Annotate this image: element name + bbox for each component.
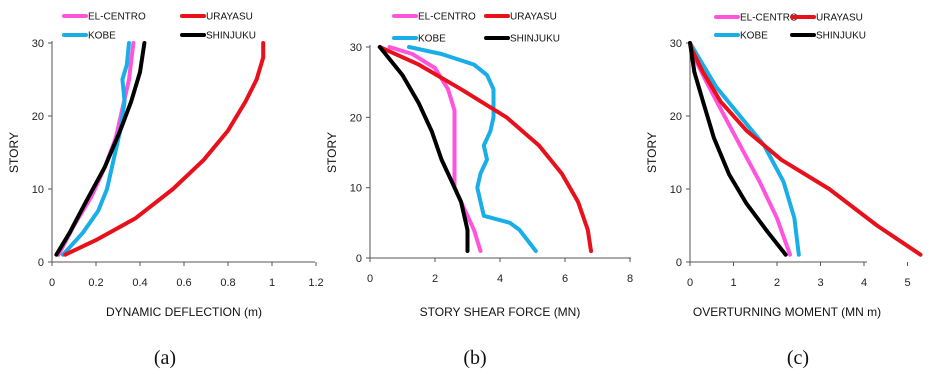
x-tick-label: 2 bbox=[432, 273, 438, 285]
legend-label: SHINJUKU bbox=[816, 31, 866, 42]
y-tick-label: 0 bbox=[676, 257, 682, 269]
legend-label: URAYASU bbox=[510, 12, 557, 23]
y-tick-label: 0 bbox=[356, 253, 362, 265]
chart-panel-2: 0 2 4 6 8 0 10 20 30 STORY SHEAR FORCE (MN) STORY (… bbox=[325, 12, 633, 370]
y-tick-label: 0 bbox=[38, 257, 44, 269]
y-tick-label: 10 bbox=[350, 183, 362, 195]
y-tick-label: 30 bbox=[32, 38, 44, 50]
x-axis-title: OVERTURNING MOMENT (MN m) bbox=[693, 305, 881, 319]
x-tick-label: 0 bbox=[367, 273, 373, 285]
x-tick-label: 0.4 bbox=[132, 277, 147, 289]
legend-label: SHINJUKU bbox=[206, 31, 256, 42]
x-tick-label: 5 bbox=[904, 277, 910, 289]
panel-label: (a) bbox=[154, 347, 176, 369]
panel-label: (b) bbox=[463, 347, 486, 369]
legend-label: EL-CENTRO bbox=[418, 12, 476, 23]
x-tick-label: 1.2 bbox=[308, 277, 323, 289]
x-tick-label: 0 bbox=[687, 277, 693, 289]
series-line-shinjuku bbox=[54, 41, 147, 257]
chart-panel-3: 0 1 2 3 4 5 0 10 20 30 OVERTURNING MOMENT (MN m) ST… bbox=[645, 13, 923, 369]
legend-label: URAYASU bbox=[816, 13, 863, 24]
y-tick-label: 10 bbox=[32, 184, 44, 196]
x-tick-label: 6 bbox=[562, 273, 568, 285]
y-axis-title: STORY bbox=[7, 132, 21, 173]
x-axis-title: DYNAMIC DEFLECTION (m) bbox=[106, 305, 262, 319]
series-line-urayasu bbox=[377, 45, 593, 253]
series-line-shinjuku bbox=[377, 45, 470, 253]
x-axis-title: STORY SHEAR FORCE (MN) bbox=[420, 305, 581, 319]
series-line-kobe bbox=[407, 45, 538, 253]
y-tick-label: 20 bbox=[32, 111, 44, 123]
x-tick-label: 0.6 bbox=[176, 277, 191, 289]
y-axis-title: STORY bbox=[645, 132, 659, 173]
legend-label: EL-CENTRO bbox=[740, 13, 798, 24]
series-line-kobe bbox=[688, 41, 801, 257]
y-tick-label: 20 bbox=[670, 111, 682, 123]
x-tick-label: 0.8 bbox=[220, 277, 235, 289]
x-tick-label: 1 bbox=[730, 277, 736, 289]
series-line-kobe bbox=[61, 41, 131, 257]
x-tick-label: 8 bbox=[627, 273, 633, 285]
series-line-el-centro bbox=[387, 45, 483, 253]
y-axis-title: STORY bbox=[325, 132, 339, 173]
legend-label: KOBE bbox=[418, 34, 446, 45]
y-tick-label: 30 bbox=[670, 38, 682, 50]
x-tick-label: 4 bbox=[497, 273, 503, 285]
x-tick-label: 3 bbox=[817, 277, 823, 289]
series-line-shinjuku bbox=[688, 41, 788, 257]
x-tick-label: 0 bbox=[49, 277, 55, 289]
x-tick-label: 4 bbox=[861, 277, 867, 289]
legend-label: EL-CENTRO bbox=[88, 12, 146, 23]
y-tick-label: 10 bbox=[670, 184, 682, 196]
chart-panel-1: 0 0.2 0.4 0.6 0.8 1 1.2 0 10 20 30 DYNAMIC DEFLECTI… bbox=[7, 12, 324, 370]
series-line-urayasu bbox=[63, 41, 266, 257]
x-tick-label: 1 bbox=[269, 277, 275, 289]
legend-label: URAYASU bbox=[206, 12, 253, 23]
y-tick-label: 30 bbox=[350, 42, 362, 54]
legend: EL-CENTRO URAYASU KOBE SHINJUKU bbox=[714, 13, 866, 42]
series-line-urayasu bbox=[688, 41, 923, 257]
x-tick-label: 2 bbox=[774, 277, 780, 289]
legend: EL-CENTRO URAYASU KOBE SHINJUKU bbox=[62, 12, 256, 42]
y-tick-label: 20 bbox=[350, 112, 362, 124]
legend-label: KOBE bbox=[740, 31, 768, 42]
legend: EL-CENTRO URAYASU KOBE SHINJUKU bbox=[392, 12, 560, 45]
panel-label: (c) bbox=[787, 347, 809, 369]
legend-label: SHINJUKU bbox=[510, 34, 560, 45]
legend-label: KOBE bbox=[88, 31, 116, 42]
x-tick-label: 0.2 bbox=[88, 277, 103, 289]
